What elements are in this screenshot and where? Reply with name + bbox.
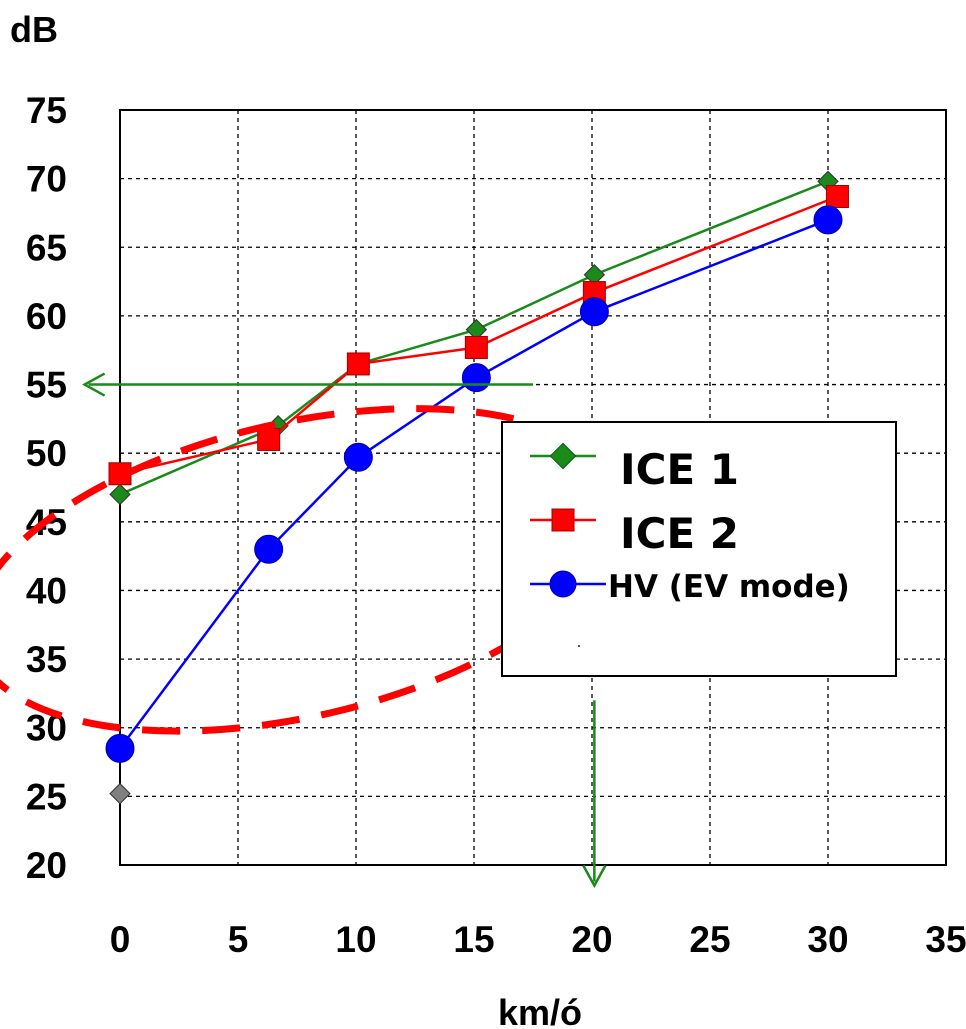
y-tick-label: 20: [26, 845, 67, 886]
data-point-hv-ev-mode: [461, 363, 491, 393]
x-tick-label: 15: [453, 919, 494, 960]
x-tick-label: 5: [228, 919, 249, 960]
legend-label-ice2: ICE 2: [620, 509, 739, 558]
arrow-head-down: [582, 864, 607, 889]
y-tick-label: 60: [26, 296, 67, 337]
legend-marker-hv: [549, 570, 577, 598]
legend-marker-ice1: [549, 442, 577, 470]
data-point-hv-ev-mode: [343, 442, 373, 472]
data-point-hv-ev-mode: [813, 205, 843, 235]
series-hv-ev-mode: [105, 205, 843, 763]
legend: ICE 1 ICE 2 HV (EV mode): [501, 421, 897, 677]
legend-stray-dot: [578, 645, 580, 647]
x-tick-label: 30: [807, 919, 848, 960]
series-ice-2: [108, 184, 849, 486]
y-tick-label: 50: [26, 433, 67, 474]
x-tick-labels: 0 5 10 15 20 25 30 35: [110, 919, 966, 960]
x-tick-label: 0: [110, 919, 131, 960]
data-point-ice-1: [109, 483, 131, 506]
data-point-extra: [109, 782, 131, 805]
y-tick-label: 75: [26, 90, 67, 131]
x-tick-label: 20: [571, 919, 612, 960]
x-tick-label: 35: [925, 919, 966, 960]
x-tick-label: 25: [689, 919, 730, 960]
legend-marker-ice2: [551, 508, 575, 532]
series-line-ice-2: [119, 195, 838, 475]
y-tick-label: 65: [26, 227, 67, 268]
data-point-ice-2: [825, 184, 849, 208]
y-tick-label: 35: [26, 639, 67, 680]
x-axis-unit-label: km/ó: [498, 992, 582, 1029]
series-line-hv-ev-mode: [118, 218, 829, 750]
arrow-head-left: [82, 372, 106, 397]
x-tick-label: 10: [335, 919, 376, 960]
data-point-hv-ev-mode: [579, 297, 609, 327]
data-point-ice-2: [257, 427, 281, 451]
data-point-ice-2: [346, 352, 370, 376]
y-tick-label: 40: [26, 570, 67, 611]
data-point-hv-ev-mode: [105, 733, 135, 763]
y-tick-label: 25: [26, 776, 67, 817]
y-tick-label: 70: [26, 159, 67, 200]
legend-label-hv: HV (EV mode): [608, 569, 850, 605]
data-point-ice-2: [464, 335, 488, 359]
legend-label-ice1: ICE 1: [620, 445, 739, 494]
data-point-hv-ev-mode: [254, 534, 284, 564]
y-tick-label: 55: [26, 365, 67, 406]
series-layer: [105, 170, 849, 805]
series-line-ice-1: [119, 180, 829, 496]
y-axis-unit-label: dB: [10, 9, 58, 50]
